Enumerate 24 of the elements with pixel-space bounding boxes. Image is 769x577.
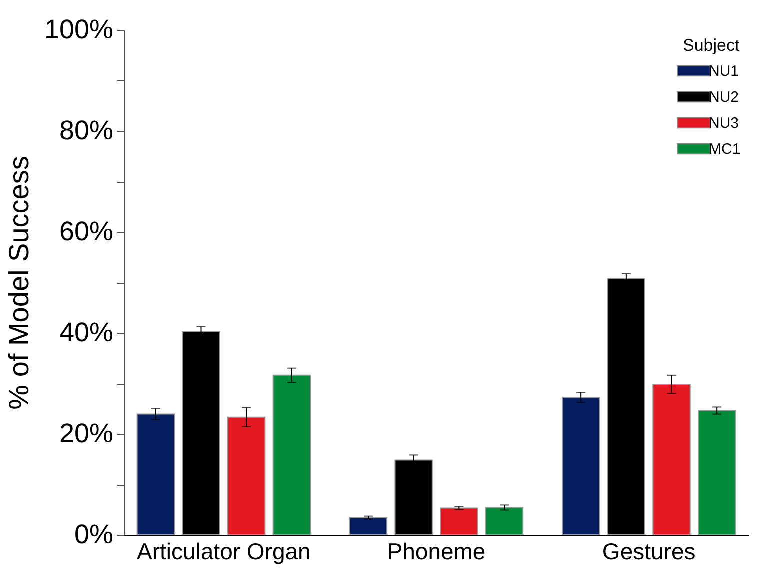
bar: [652, 384, 691, 536]
bar: [272, 374, 312, 536]
bar: [562, 397, 600, 536]
x-tick-label: Articulator Organ: [136, 538, 311, 564]
x-tick-label: Gestures: [602, 538, 696, 564]
y-tick-label: 60%: [59, 216, 114, 246]
legend-label: NU3: [709, 115, 740, 132]
legend-label: NU2: [709, 89, 740, 106]
y-axis-title: % of Model Success: [3, 156, 34, 410]
bar: [440, 508, 478, 536]
y-tick-label: 0%: [74, 520, 114, 550]
x-tick-label: Phoneme: [387, 538, 486, 564]
legend-label: NU1: [709, 63, 740, 80]
y-tick-label: 20%: [59, 418, 114, 448]
bar: [136, 414, 175, 536]
bar: [698, 410, 736, 536]
bar: [485, 507, 524, 536]
y-tick-label: 40%: [59, 318, 114, 348]
legend-title: Subject: [683, 36, 740, 55]
bar: [349, 517, 388, 536]
legend-label: MC1: [709, 141, 741, 158]
bar: [227, 416, 266, 536]
y-tick-label: 80%: [59, 116, 114, 146]
y-tick-label: 100%: [44, 14, 114, 44]
